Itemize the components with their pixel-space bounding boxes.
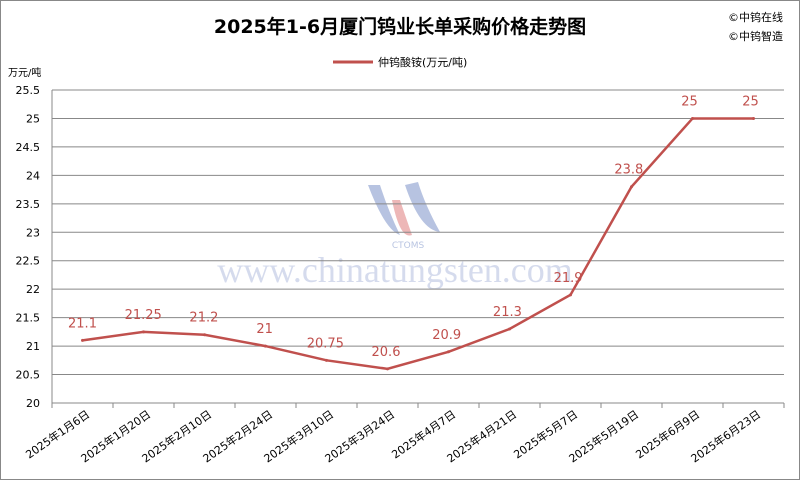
data-point: [386, 367, 389, 371]
data-label: 21: [256, 322, 273, 337]
y-tick-label: 21.5: [16, 312, 41, 325]
series-line: [82, 117, 754, 371]
y-tick-label: 25.5: [16, 84, 41, 97]
data-point: [691, 116, 694, 120]
y-tick-label: 25: [26, 112, 40, 125]
chart-title: 2025年1-6月厦门钨业长单采购价格走势图: [214, 15, 586, 38]
data-point: [447, 350, 450, 354]
data-label: 20.6: [372, 345, 401, 360]
y-tick-label: 20.5: [16, 369, 41, 382]
data-point: [630, 185, 633, 189]
legend-label: 仲钨酸铵(万元/吨): [378, 55, 467, 69]
y-tick-label: 24.5: [16, 141, 41, 154]
data-label: 21.3: [493, 305, 522, 320]
watermark-text: www.chinatungsten.com: [217, 250, 573, 290]
watermark: CTOMS www.chinatungsten.com: [217, 182, 573, 290]
data-point: [508, 327, 511, 331]
data-point: [264, 344, 267, 348]
data-label: 21.25: [125, 308, 162, 323]
y-tick-label: 23.5: [16, 198, 41, 211]
data-label: 25: [742, 94, 759, 109]
data-label: 25: [681, 94, 698, 109]
data-point: [325, 358, 328, 362]
data-label: 21.9: [554, 271, 583, 286]
data-label: 21.1: [68, 316, 97, 331]
y-tick-label: 21: [26, 340, 40, 353]
data-point: [203, 333, 206, 337]
y-tick-label: 22: [26, 283, 40, 296]
data-point: [81, 338, 84, 342]
y-axis-unit: 万元/吨: [8, 66, 41, 79]
data-label: 20.9: [432, 328, 461, 343]
data-label: 23.8: [614, 163, 643, 178]
copyright-2: ©中钨智造: [728, 29, 783, 43]
y-tick-label: 22.5: [16, 255, 41, 268]
copyright-1: ©中钨在线: [728, 10, 783, 24]
data-label: 20.75: [307, 336, 344, 351]
watermark-logo: CTOMS: [392, 241, 425, 251]
data-label: 21.2: [189, 311, 218, 326]
y-tick-label: 23: [26, 226, 40, 239]
data-point: [569, 293, 572, 297]
data-point: [142, 330, 145, 334]
data-point: [752, 116, 755, 120]
y-tick-label: 24: [26, 169, 40, 182]
y-tick-label: 20: [26, 397, 40, 410]
